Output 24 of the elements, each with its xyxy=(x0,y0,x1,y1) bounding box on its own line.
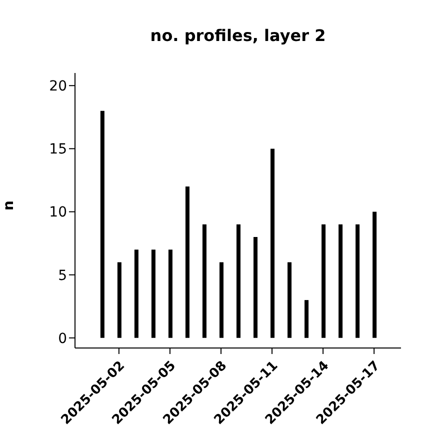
y-tick-label: 20 xyxy=(49,78,67,95)
bar xyxy=(168,250,172,338)
y-tick-label: 5 xyxy=(58,268,67,284)
bar xyxy=(185,186,190,338)
bar xyxy=(356,224,360,338)
y-tick-label: 10 xyxy=(49,204,67,221)
bar xyxy=(236,224,240,338)
bar xyxy=(304,300,309,338)
bar xyxy=(270,148,275,338)
bar xyxy=(100,110,104,338)
chart-title: no. profiles, layer 2 xyxy=(149,26,327,45)
bar xyxy=(322,224,326,338)
bar xyxy=(372,212,377,338)
bar xyxy=(288,262,292,338)
y-tick-label: 15 xyxy=(49,142,67,158)
y-tick-label: 0 xyxy=(58,330,67,347)
bar xyxy=(117,262,122,338)
bar xyxy=(134,250,138,338)
bar xyxy=(219,262,224,338)
y-axis-title: n xyxy=(0,200,17,210)
bar xyxy=(151,250,156,338)
bar xyxy=(254,236,258,338)
bar xyxy=(338,224,343,338)
bar xyxy=(202,224,206,338)
